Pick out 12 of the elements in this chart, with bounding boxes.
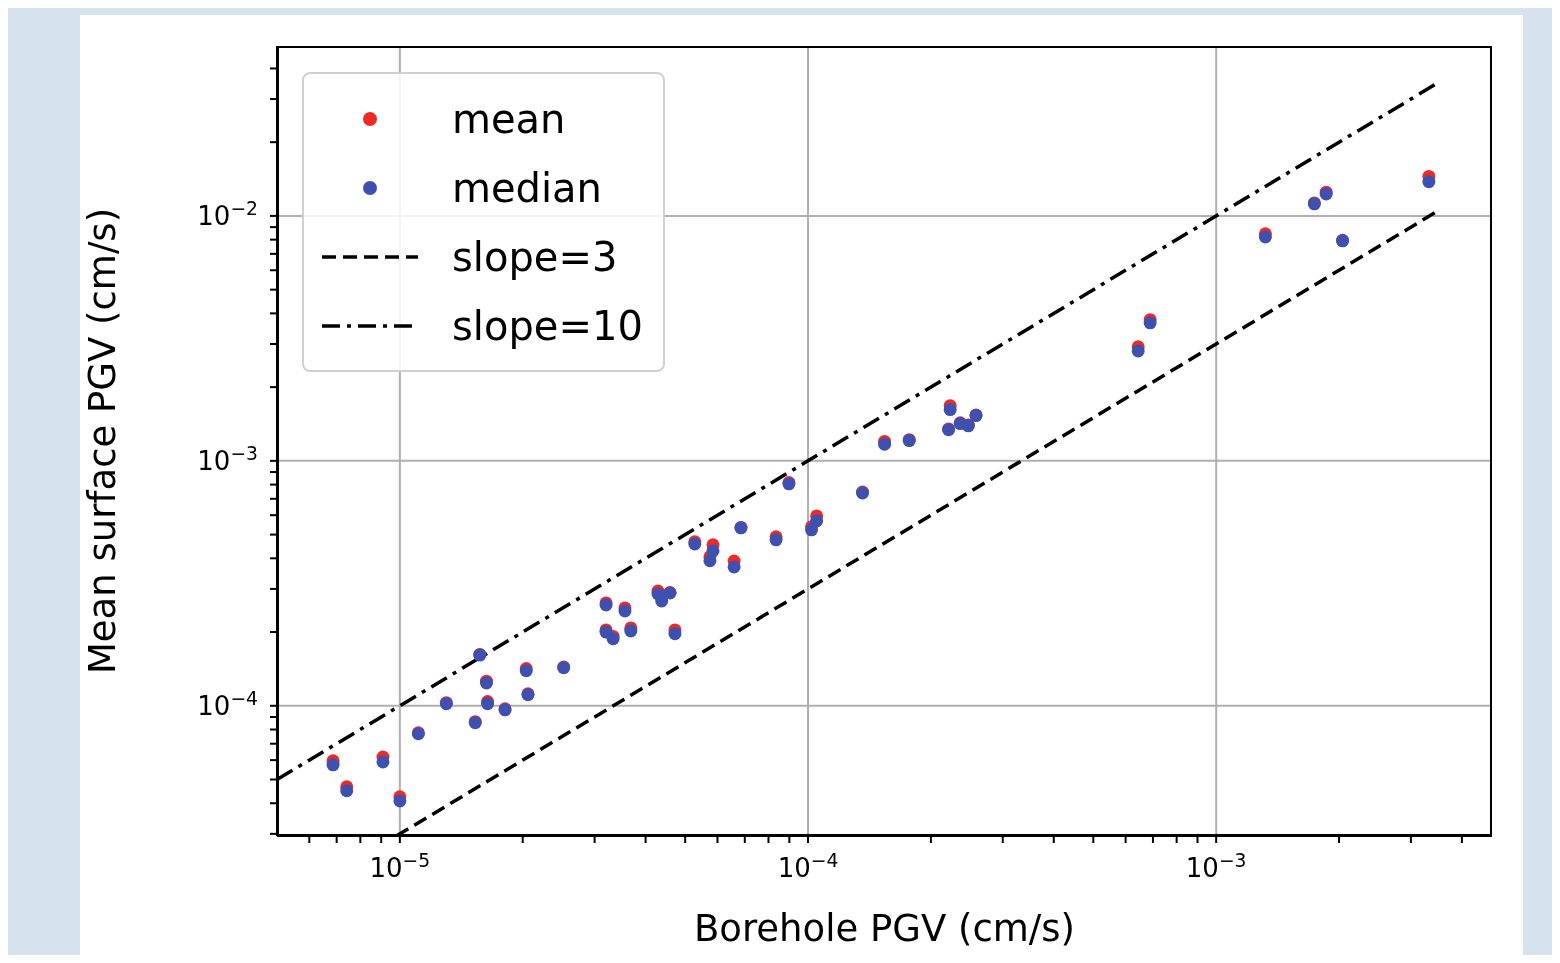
legend-label: median	[452, 164, 602, 211]
x-tick-label: 10$^{−3}$	[1185, 849, 1247, 883]
legend-label: mean	[452, 95, 566, 142]
y-tick-label: 10$^{−4}$	[197, 687, 258, 721]
y-tick-label: 10$^{−3}$	[197, 442, 258, 476]
y-axis-title: Mean surface PGV (cm/s)	[81, 207, 125, 675]
x-tick-label: 10$^{−4}$	[777, 849, 839, 883]
x-axis-title: Borehole PGV (cm/s)	[693, 907, 1076, 950]
y-tick-label: 10$^{−2}$	[197, 197, 258, 231]
x-tick-label: 10$^{−5}$	[369, 849, 431, 883]
legend-label: slope=10	[452, 302, 643, 349]
legend-label: slope=3	[452, 233, 618, 280]
